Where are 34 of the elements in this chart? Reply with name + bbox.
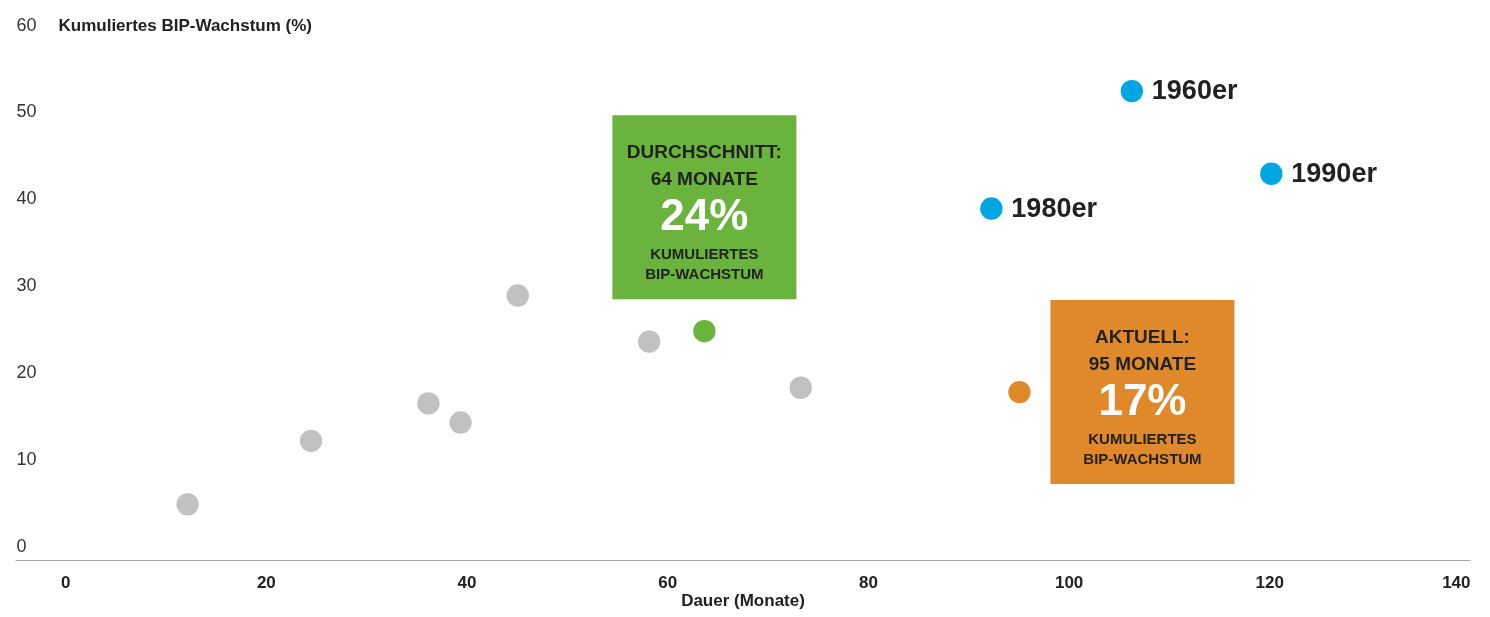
annotation: DURCHSCHNITT: 64 MONATE 24% KUMULIERTES BIP-WACHSTUM	[626, 141, 782, 283]
y-tick-label: 30	[16, 275, 37, 296]
point	[980, 197, 1003, 220]
y-tick-label: 60	[16, 14, 37, 35]
y-tick-label: 40	[16, 188, 37, 209]
annotation: 1980er	[1011, 192, 1098, 223]
y-tick-label: 10	[16, 449, 37, 470]
x-tick-label: 100	[1054, 572, 1084, 592]
point	[789, 376, 812, 399]
y-tick-label: 50	[16, 101, 37, 122]
y-tick-label: 20	[16, 362, 37, 383]
point	[417, 392, 440, 415]
y-tick-label: 0	[16, 536, 27, 557]
x-tick-label: 140	[1442, 572, 1471, 592]
annotation: 1960er	[1151, 75, 1238, 106]
point	[506, 284, 529, 307]
point	[638, 330, 661, 353]
annotation: AKTUELL: 95 MONATE 17% KUMULIERTES BIP-WACHSTUM	[1083, 326, 1202, 468]
point	[1260, 162, 1283, 185]
y-axis-title: Kumuliertes BIP-Wachstum (%)	[58, 15, 312, 35]
x-tick-label: 120	[1255, 572, 1284, 592]
point	[1120, 79, 1144, 103]
x-tick-label: 60	[658, 572, 678, 592]
point	[299, 429, 323, 452]
x-tick-label: 0	[60, 572, 71, 592]
annotation: 1990er	[1291, 157, 1378, 188]
x-tick-label: 40	[457, 572, 477, 592]
x-tick-label: 20	[256, 572, 276, 592]
point	[693, 320, 716, 343]
point	[176, 493, 199, 516]
point	[1008, 380, 1031, 404]
point	[449, 411, 472, 434]
x-tick-label: 80	[858, 572, 878, 592]
x-axis-title: Dauer (Monate)	[681, 590, 805, 610]
